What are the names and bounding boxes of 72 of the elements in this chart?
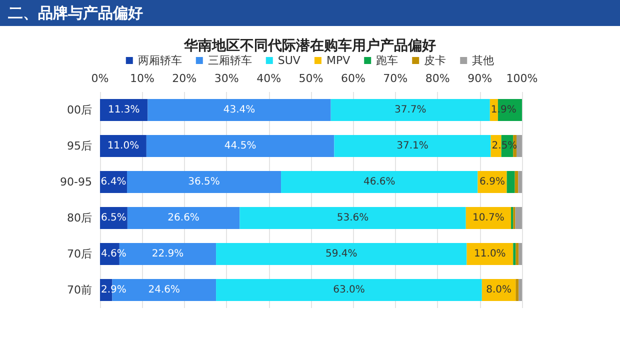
bar bbox=[330, 99, 490, 121]
data-label: 24.6% bbox=[148, 284, 180, 296]
data-label: 11.3% bbox=[108, 104, 140, 116]
legend-label: 三厢轿车 bbox=[208, 54, 252, 67]
data-label: 4.6% bbox=[101, 248, 126, 260]
y-tick-label: 70后 bbox=[67, 248, 92, 260]
bar bbox=[281, 171, 478, 193]
chart-title: 华南地区不同代际潜在购车用户产品偏好 bbox=[183, 37, 436, 54]
data-label: 6.5% bbox=[101, 212, 126, 224]
data-label: 11.0% bbox=[107, 140, 140, 152]
bar bbox=[127, 207, 240, 229]
bar bbox=[518, 279, 522, 301]
legend-label: 皮卡 bbox=[424, 54, 446, 67]
bar bbox=[516, 279, 519, 301]
bar bbox=[127, 171, 282, 193]
y-tick-label: 95后 bbox=[67, 140, 92, 152]
data-label: 6.4% bbox=[100, 176, 126, 188]
x-tick-label: 10% bbox=[130, 72, 154, 85]
y-tick-label: 90-95 bbox=[60, 176, 92, 188]
x-tick-label: 80% bbox=[425, 72, 450, 85]
bar bbox=[513, 243, 516, 265]
bar bbox=[516, 243, 519, 265]
bar bbox=[100, 99, 148, 121]
data-label: 10.7% bbox=[472, 212, 504, 224]
text: 二、品牌与产品偏好 bbox=[0, 0, 620, 26]
bar bbox=[518, 243, 522, 265]
bar bbox=[506, 171, 515, 193]
data-label: 36.5% bbox=[188, 176, 220, 188]
data-label: 37.7% bbox=[394, 104, 426, 116]
data-label: 59.4% bbox=[325, 248, 358, 260]
data-label: 46.6% bbox=[363, 176, 396, 188]
data-label: 2.9% bbox=[101, 284, 126, 296]
bar bbox=[466, 207, 512, 229]
data-label: 44.5% bbox=[224, 140, 256, 152]
bar bbox=[466, 243, 514, 265]
x-tick-label: 90% bbox=[468, 72, 492, 85]
x-tick-label: 0% bbox=[91, 72, 109, 85]
data-label: 53.6% bbox=[336, 212, 369, 224]
bar bbox=[518, 171, 522, 193]
data-label: 22.9% bbox=[152, 248, 184, 260]
bar bbox=[334, 135, 491, 157]
bar bbox=[100, 135, 146, 157]
bar bbox=[240, 207, 466, 229]
bar bbox=[515, 207, 522, 229]
bar bbox=[216, 279, 482, 301]
legend-label: MPV bbox=[326, 54, 351, 67]
bar bbox=[146, 135, 334, 157]
data-label: 26.6% bbox=[168, 212, 200, 224]
x-tick-label: 50% bbox=[298, 72, 324, 85]
x-tick-label: 20% bbox=[172, 72, 197, 85]
bar bbox=[516, 135, 522, 157]
y-tick-label: 70前 bbox=[67, 284, 92, 296]
x-tick-label: 40% bbox=[256, 72, 282, 85]
x-tick-label: 60% bbox=[340, 72, 366, 85]
data-label: 8.0% bbox=[486, 284, 512, 296]
data-label: 63.0% bbox=[333, 284, 365, 296]
legend-label: 跑车 bbox=[376, 54, 398, 67]
bar bbox=[148, 99, 331, 121]
data-label: 2.5% bbox=[492, 140, 518, 152]
x-tick-label: 30% bbox=[214, 72, 239, 85]
data-label: 6.9% bbox=[480, 176, 505, 188]
x-tick-label: 70% bbox=[383, 72, 408, 85]
bar bbox=[216, 243, 467, 265]
data-label: 43.4% bbox=[223, 104, 256, 116]
y-tick-label: 80后 bbox=[67, 212, 92, 224]
x-tick-label: 100% bbox=[506, 72, 538, 85]
legend-label: 两厢轿车 bbox=[138, 54, 182, 67]
data-label: 11.0% bbox=[474, 248, 506, 260]
legend-label: SUV bbox=[278, 54, 301, 67]
data-label: 37.1% bbox=[396, 140, 428, 152]
y-tick-label: 00后 bbox=[67, 104, 92, 116]
legend-label: 其他 bbox=[472, 54, 494, 67]
